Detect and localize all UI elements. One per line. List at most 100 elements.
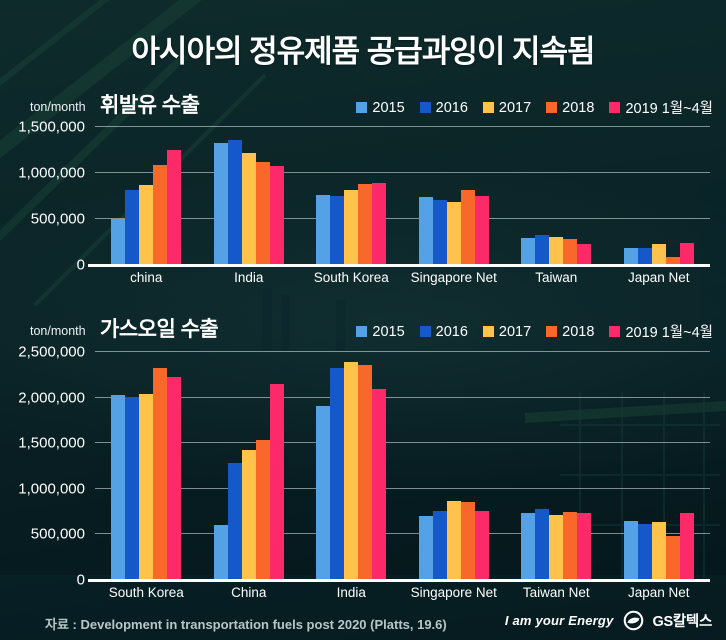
gridline [95, 218, 710, 219]
page-title: 아시아의 정유제품 공급과잉이 지속됨 [131, 34, 595, 69]
bar-2016-japan-net [637, 524, 652, 580]
bar-2017-taiwan [549, 237, 564, 265]
bar-2019-china [269, 383, 284, 580]
chart2-gridlines [95, 351, 710, 580]
legend-label: 2017 [498, 99, 532, 116]
bar-group-china [198, 352, 301, 580]
bar-2018-china [153, 164, 168, 265]
chart1-x-axis-labels: china India South Korea Singapore Net Taiwan… [95, 270, 710, 285]
bar-2017-india [241, 152, 256, 265]
bar-2018-china [255, 439, 270, 580]
y-tick-label: 0 [76, 571, 85, 589]
bar-2019-japan-net [679, 242, 694, 265]
chart2-unit-label: ton/month [30, 324, 86, 338]
legend-item-2017: 2017 [482, 99, 532, 116]
chart2-legend: 2015 2016 2017 2018 2019 1월~4월 [356, 321, 713, 342]
chart1-gridlines [95, 126, 710, 265]
bar-2016-india [330, 368, 345, 580]
chart1-plot-area: 0 500,000 1,000,000 1,500,000 [18, 119, 710, 274]
bar-2015-india [316, 405, 331, 580]
bar-2015-china [213, 525, 228, 580]
bar-2018-india [358, 364, 373, 580]
legend-swatch [419, 326, 431, 337]
y-tick-label: 0 [76, 256, 85, 274]
y-tick-label: 2,000,000 [18, 389, 85, 407]
legend-swatch [609, 102, 621, 113]
x-tick-label-china: China [231, 585, 267, 600]
bar-2016-china [227, 463, 242, 580]
bar-2016-india [227, 139, 242, 265]
bar-2015-india [213, 142, 228, 265]
chart2-x-axis-line [88, 579, 710, 582]
chart2-bars [95, 352, 710, 580]
legend-item-2015: 2015 [356, 323, 405, 340]
y-tick-label: 1,500,000 [18, 118, 85, 136]
bar-2017-china [241, 449, 256, 580]
bar-group-japan-net [608, 127, 711, 265]
bar-2018-taiwan [563, 239, 578, 265]
x-tick-label-south-korea: South Korea [313, 270, 389, 285]
legend-label: 2018 [562, 323, 595, 340]
bar-2018-taiwan-net [563, 511, 578, 580]
bar-group-singapore-net [403, 352, 506, 580]
bar-2016-taiwan [535, 234, 550, 265]
bar-2018-singapore-net [460, 501, 475, 580]
chart1-title: 휘발유 수출 [100, 94, 200, 117]
y-tick-label: 1,000,000 [18, 480, 85, 498]
bar-group-china [95, 127, 198, 265]
bar-2016-south-korea [330, 196, 345, 265]
gridline [95, 351, 710, 352]
bar-2016-taiwan-net [535, 508, 550, 580]
chart2-plot-area: 0 500,000 1,000,000 1,500,000 2,000,000 2,500… [18, 344, 710, 589]
y-tick-label: 1,000,000 [18, 164, 85, 182]
bar-2016-singapore-net [432, 510, 447, 580]
y-tick-label: 500,000 [30, 210, 85, 228]
bar-2018-singapore-net [460, 189, 475, 265]
chart2-title: 가스오일 수출 [100, 318, 219, 341]
legend-swatch [609, 326, 621, 337]
legend-item-2016: 2016 [419, 100, 468, 116]
gridline [95, 172, 710, 173]
gridline [95, 126, 710, 127]
bar-2017-south-korea [344, 190, 359, 265]
chart1-bars [95, 127, 710, 265]
bar-2018-india [255, 161, 270, 265]
legend-item-2016: 2016 [419, 323, 468, 340]
bar-2019-taiwan-net [577, 513, 592, 580]
bar-group-india [198, 127, 301, 265]
bar-2019-china [167, 150, 182, 265]
bar-2017-india [344, 362, 359, 580]
x-tick-label-japan-net: Japan Net [627, 270, 690, 285]
legend-label: 2018 [562, 99, 595, 116]
bar-2015-south-korea [111, 394, 126, 580]
bar-2016-singapore-net [432, 199, 447, 265]
bar-2019-singapore-net [474, 510, 489, 580]
gs-caltex-logo-icon [623, 610, 643, 631]
brand-block: I am your Energy GS칼텍스 [505, 610, 712, 631]
x-tick-label-taiwan: Taiwan [535, 270, 578, 285]
bar-2016-china [125, 189, 140, 265]
bar-2019-taiwan [577, 243, 592, 265]
legend-label: 2019 1월~4월 [625, 325, 713, 341]
bar-2017-south-korea [139, 393, 154, 580]
brand-slogan: I am your Energy [504, 613, 614, 628]
bar-2019-singapore-net [474, 196, 489, 265]
legend-label: 2015 [372, 323, 405, 340]
bar-group-singapore-net [403, 127, 506, 265]
bar-group-south-korea [95, 352, 198, 580]
bar-2017-singapore-net [446, 500, 461, 580]
gridline [95, 533, 710, 535]
y-tick-label: 500,000 [30, 525, 85, 543]
legend-swatch [419, 102, 431, 113]
bar-2015-japan-net [623, 248, 638, 265]
legend-item-2018: 2018 [546, 324, 594, 340]
bar-group-south-korea [300, 127, 403, 265]
x-tick-label-india: India [234, 270, 264, 285]
legend-item-2017: 2017 [482, 324, 531, 340]
bar-2015-taiwan [521, 238, 536, 265]
legend-swatch [482, 102, 494, 113]
gridline [95, 487, 710, 489]
legend-label: 2016 [435, 323, 468, 340]
chart2-x-axis-labels: South Korea China India Singapore Net Taiwan… [95, 585, 710, 600]
bar-group-india [300, 352, 403, 580]
